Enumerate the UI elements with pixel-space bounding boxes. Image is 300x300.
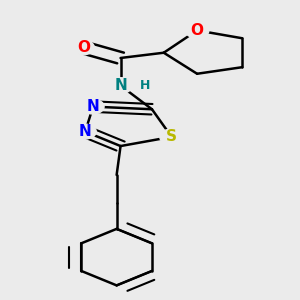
Text: H: H (140, 79, 151, 92)
Circle shape (185, 22, 209, 38)
Circle shape (160, 129, 183, 145)
Circle shape (82, 99, 104, 114)
Circle shape (72, 40, 94, 55)
Text: O: O (77, 40, 90, 55)
Circle shape (109, 78, 132, 94)
Text: N: N (79, 124, 92, 139)
Circle shape (74, 124, 96, 139)
Text: O: O (190, 23, 204, 38)
Text: N: N (87, 99, 99, 114)
Text: S: S (166, 129, 177, 144)
Text: N: N (114, 78, 127, 93)
